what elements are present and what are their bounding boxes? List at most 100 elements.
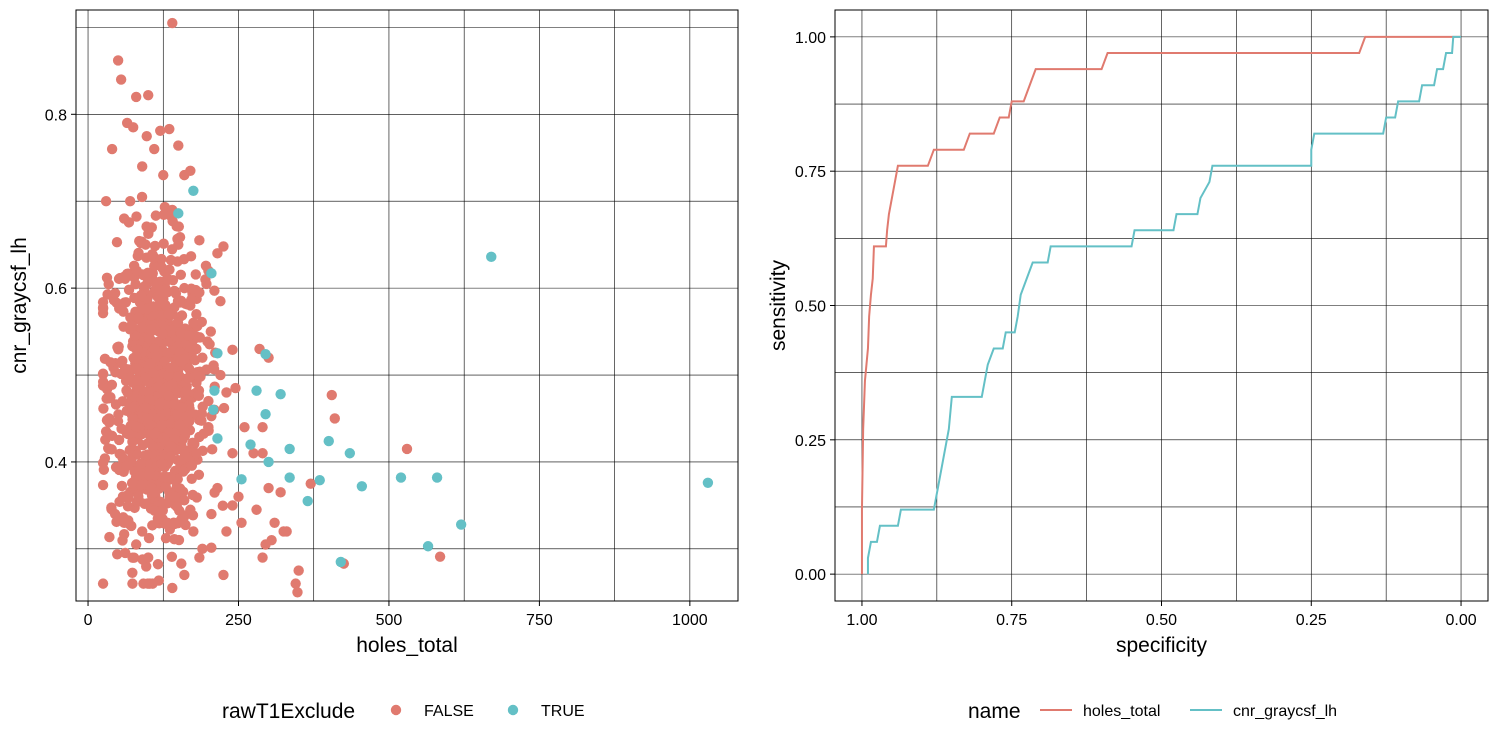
scatter-point-false [110, 462, 122, 473]
scatter-point-false [98, 464, 110, 475]
scatter-point-true [275, 388, 286, 400]
scatter-point-false [157, 328, 169, 340]
scatter-point-false [188, 317, 199, 329]
scatter-point-false [149, 143, 160, 155]
scatter-point-false [162, 274, 173, 286]
scatter-point-false [97, 479, 109, 491]
scatter-point-false [142, 449, 153, 460]
scatter-point-false [124, 196, 136, 207]
scatter-point-true [335, 556, 346, 568]
scatter-point-false [139, 498, 150, 510]
scatter-point-true [284, 443, 295, 455]
scatter-point-false [137, 161, 148, 172]
roc-y-tick-label: 0.25 [795, 433, 826, 450]
scatter-point-false [162, 347, 173, 359]
scatter-point-false [151, 351, 162, 363]
scatter-point-false [173, 140, 184, 151]
scatter-point-false [194, 287, 205, 298]
scatter-point-false [275, 487, 286, 498]
scatter-point-false [149, 343, 160, 354]
scatter-point-false [183, 330, 195, 341]
roc-y-axis-title: sensitivity [767, 259, 790, 351]
scatter-point-false [257, 448, 268, 459]
scatter-point-false [130, 351, 142, 362]
scatter-point-false [138, 578, 149, 589]
legend-label-cnr-graycsf-lh: cnr_graycsf_lh [1233, 703, 1337, 720]
scatter-point-false [154, 398, 165, 410]
scatter-point-true [209, 385, 220, 396]
legend-label-false: FALSE [424, 703, 474, 720]
scatter-point-false [257, 421, 268, 433]
scatter-point-true [302, 495, 313, 507]
scatter-point-false [236, 517, 247, 528]
scatter-point-false [141, 131, 152, 142]
scatter-point-false [176, 402, 187, 413]
scatter-x-axis-title: holes_total [356, 634, 458, 657]
scatter-point-false [103, 413, 115, 424]
scatter-point-false [128, 552, 140, 563]
legend-key-false [390, 704, 402, 716]
scatter-point-false [166, 441, 177, 453]
scatter-point-false [135, 290, 147, 301]
scatter-point-false [106, 143, 118, 155]
legend-key-true [507, 704, 519, 716]
scatter-point-false [163, 308, 175, 320]
scatter-point-false [157, 505, 168, 516]
scatter-point-false [142, 267, 154, 278]
scatter-point-false [132, 375, 143, 386]
scatter-point-false [195, 371, 206, 382]
scatter-point-false [171, 501, 183, 512]
scatter-point-false [99, 353, 111, 365]
roc-x-axis-title: specificity [1116, 634, 1208, 657]
scatter-point-false [150, 210, 162, 221]
scatter-point-false [221, 387, 232, 398]
scatter-point-false [149, 429, 160, 440]
scatter-point-false [163, 390, 174, 401]
scatter-point-false [218, 569, 229, 581]
scatter-point-false [215, 295, 226, 307]
scatter-point-false [191, 448, 202, 459]
roc-y-tick-label: 0.00 [795, 567, 826, 584]
scatter-point-false [281, 526, 292, 537]
scatter-point-false [122, 501, 134, 512]
scatter-point-false [187, 489, 199, 501]
scatter-point-true [702, 477, 714, 488]
scatter-point-false [305, 478, 316, 489]
scatter-point-false [215, 369, 226, 381]
scatter-point-false [257, 552, 268, 563]
scatter-point-false [142, 413, 153, 424]
scatter-point-false [136, 322, 147, 334]
scatter-point-false [206, 542, 217, 553]
scatter-point-false [143, 89, 154, 101]
scatter-point-false [132, 250, 144, 262]
scatter-point-false [227, 500, 238, 511]
scatter-point-false [233, 491, 244, 502]
scatter-point-false [169, 491, 181, 502]
scatter-point-false [101, 272, 113, 283]
scatter-point-false [113, 409, 124, 420]
scatter-point-false [120, 547, 131, 559]
scatter-point-false [263, 482, 274, 494]
scatter-point-false [135, 458, 146, 470]
scatter-point-false [166, 551, 178, 562]
scatter-point-false [175, 269, 187, 280]
scatter-point-false [175, 327, 187, 339]
scatter-point-false [109, 508, 121, 520]
scatter-point-false [191, 343, 202, 355]
scatter-point-false [197, 352, 208, 363]
scatter-point-false [130, 91, 142, 103]
scatter-point-false [144, 358, 156, 369]
scatter-x-tick-label: 500 [376, 612, 403, 629]
scatter-point-false [147, 578, 158, 589]
roc-lines [860, 35, 1462, 575]
scatter-point-false [158, 169, 169, 181]
roc-x-tick-label: 0.75 [996, 612, 1027, 629]
scatter-point-false [155, 125, 166, 137]
scatter-x-tick-label: 1000 [672, 612, 708, 629]
scatter-point-false [183, 373, 194, 384]
scatter-point-false [187, 437, 198, 449]
scatter-point-true [263, 456, 274, 468]
scatter-point-false [130, 539, 142, 550]
scatter-point-false [217, 500, 228, 511]
scatter-point-false [188, 526, 199, 537]
